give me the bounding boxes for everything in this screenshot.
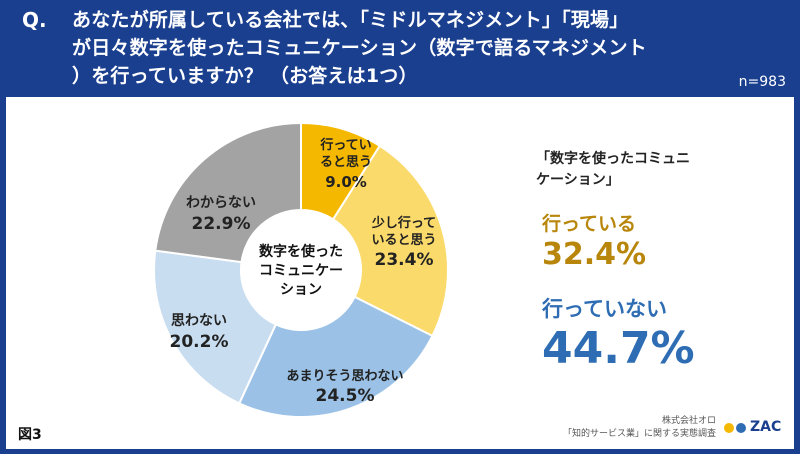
question-line: が日々数字を使ったコミュニケーション（数字で語るマネジメント: [72, 37, 647, 59]
question-text: あなたが所属している会社では、「ミドルマネジメント」「現場」 が日々数字を使った…: [72, 6, 787, 90]
logo-dot: [724, 423, 734, 433]
summary-title: 「数字を使ったコミュニ ケーション」: [536, 149, 756, 191]
pie-slice: [237, 295, 434, 418]
summary-yes-value: 32.4%: [542, 237, 647, 272]
slice-label: わからない 22.9%: [186, 195, 256, 234]
pie-slice: [154, 121, 302, 264]
sample-size: n=983: [738, 74, 786, 90]
credit-line: 株式会社オロ: [661, 416, 716, 426]
summary-title-line: 「数字を使ったコミュニ: [536, 151, 690, 167]
summary-no-label: 行っていない: [542, 297, 667, 321]
question-mark: Q.: [22, 8, 47, 32]
donut-chart: 行っていると思う 9.0% 少し行っていると思う 23.4% あまりそう思わない 24.5…: [153, 121, 449, 418]
center-label: 数字を使ったコミュニケーション: [259, 243, 343, 298]
slice-label: 思わない 20.2%: [170, 313, 229, 352]
credit-line: 「知的サービス業」に関する実態調査: [562, 429, 716, 439]
credit: 株式会社オロ 「知的サービス業」に関する実態調査: [546, 415, 716, 441]
question-line: ）を行っていますか？ （お答えは1つ）: [72, 65, 418, 87]
summary-title-line: ケーション」: [536, 172, 620, 188]
slice-label: 行っていると思う 9.0%: [319, 137, 372, 191]
content-panel: 行っていると思う 9.0% 少し行っていると思う 23.4% あまりそう思わない 24.5…: [6, 97, 794, 449]
slice-label: 少し行っていると思う 23.4%: [371, 215, 437, 270]
question-header: Q. あなたが所属している会社では、「ミドルマネジメント」「現場」 が日々数字を…: [0, 0, 800, 97]
question-line: あなたが所属している会社では、「ミドルマネジメント」「現場」: [72, 9, 629, 31]
pie-slice: [153, 249, 278, 405]
slice-label: あまりそう思わない 24.5%: [286, 369, 403, 406]
logo-text: ZAC: [750, 419, 782, 435]
zac-logo: ZAC: [722, 419, 790, 437]
logo-dot: [736, 423, 746, 433]
figure-label: 図3: [18, 427, 42, 443]
summary-no-value: 44.7%: [542, 323, 695, 374]
summary-yes-label: 行っている: [542, 213, 637, 235]
pie-slice: [331, 144, 449, 338]
